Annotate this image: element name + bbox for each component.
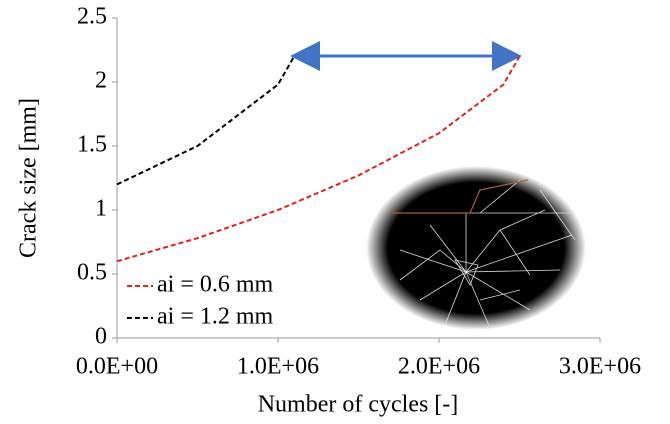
x-tick-label: 3.0E+06 [559, 354, 641, 380]
y-tick-label: 2.5 [77, 4, 107, 30]
y-axis-label: Crack size [mm] [16, 98, 42, 258]
x-tick-label: 2.0E+06 [398, 354, 480, 380]
legend-label: ai = 0.6 mm [157, 272, 274, 298]
y-tick-label: 0.5 [77, 260, 107, 286]
series-line [116, 55, 521, 263]
inset-image [366, 166, 586, 330]
series-line [116, 55, 295, 186]
y-tick-label: 0 [95, 324, 107, 350]
x-tick-label: 0.0E+00 [76, 354, 158, 380]
legend-label: ai = 1.2 mm [157, 304, 274, 330]
x-axis-label: Number of cycles [-] [258, 392, 459, 418]
x-tick-label: 1.0E+06 [237, 354, 319, 380]
y-tick-label: 2 [95, 68, 107, 94]
y-tick-label: 1 [95, 196, 107, 222]
y-tick-label: 1.5 [77, 132, 107, 158]
